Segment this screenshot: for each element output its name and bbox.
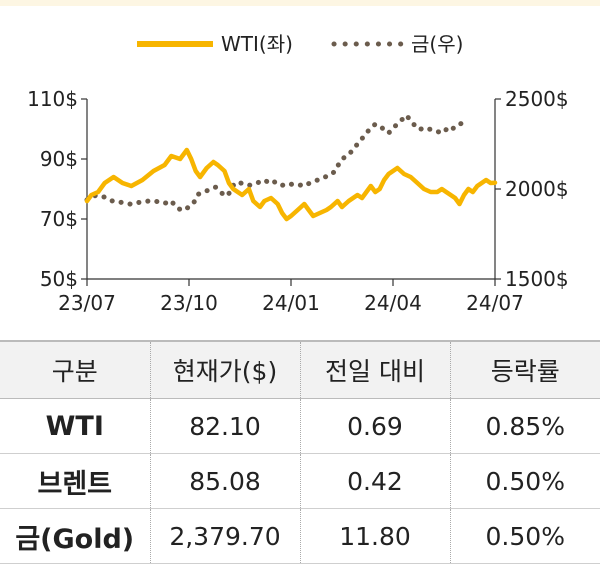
cell-rate: 0.50% bbox=[449, 508, 600, 564]
table-row: WTI 82.10 0.69 0.85% bbox=[0, 398, 600, 454]
cell-price: 85.08 bbox=[149, 453, 300, 509]
legend-label-gold: 금(우) bbox=[411, 32, 463, 56]
cell-change: 0.42 bbox=[299, 453, 450, 509]
header-current-price: 현재가($) bbox=[149, 340, 300, 399]
cell-change: 11.80 bbox=[299, 508, 450, 564]
table-header-row: 구분 현재가($) 전일 대비 등락률 bbox=[0, 340, 600, 399]
row-label-brent: 브렌트 bbox=[0, 453, 150, 509]
row-label-wti: WTI bbox=[0, 398, 150, 454]
x-ticks: 23/07 23/10 24/01 24/04 24/07 bbox=[58, 279, 524, 315]
y-left-ticks: 110$ 90$ 70$ 50$ bbox=[27, 87, 87, 291]
cell-change: 0.69 bbox=[299, 398, 450, 454]
series-gold bbox=[84, 112, 471, 214]
cell-price: 2,379.70 bbox=[149, 508, 300, 564]
y-right-tick-label: 1500$ bbox=[505, 267, 569, 291]
chart-legend: WTI(좌) 금(우) bbox=[137, 32, 463, 56]
x-tick-label: 23/07 bbox=[58, 291, 116, 315]
series-wti bbox=[84, 147, 498, 222]
y-left-tick-label: 90$ bbox=[40, 147, 78, 171]
y-left-tick-label: 110$ bbox=[27, 87, 78, 111]
y-left-tick-label: 70$ bbox=[40, 207, 78, 231]
y-left-tick-label: 50$ bbox=[40, 267, 78, 291]
cell-rate: 0.85% bbox=[449, 398, 600, 454]
x-tick-label: 23/10 bbox=[160, 291, 218, 315]
x-tick-label: 24/01 bbox=[262, 291, 320, 315]
table-row: 금(Gold) 2,379.70 11.80 0.50% bbox=[0, 508, 600, 564]
y-right-tick-label: 2500$ bbox=[505, 87, 569, 111]
header-change: 전일 대비 bbox=[299, 340, 450, 399]
price-table: 구분 현재가($) 전일 대비 등락률 WTI 82.10 0.69 0.85%… bbox=[0, 340, 600, 564]
row-label-gold: 금(Gold) bbox=[0, 508, 150, 564]
header-category: 구분 bbox=[0, 340, 150, 399]
commodity-price-chart: WTI(좌) 금(우) 110$ 90$ 70$ 50$ 2500$ 2000$ 1500… bbox=[27, 32, 569, 315]
x-tick-label: 24/04 bbox=[364, 291, 422, 315]
header-change-rate: 등락률 bbox=[449, 340, 600, 399]
table-row: 브렌트 85.08 0.42 0.50% bbox=[0, 453, 600, 509]
y-right-tick-label: 2000$ bbox=[505, 177, 569, 201]
x-tick-label: 24/07 bbox=[466, 291, 524, 315]
cell-price: 82.10 bbox=[149, 398, 300, 454]
top-strip bbox=[0, 0, 600, 6]
legend-label-wti: WTI(좌) bbox=[221, 32, 293, 56]
y-right-ticks: 2500$ 2000$ 1500$ bbox=[495, 87, 569, 291]
cell-rate: 0.50% bbox=[449, 453, 600, 509]
